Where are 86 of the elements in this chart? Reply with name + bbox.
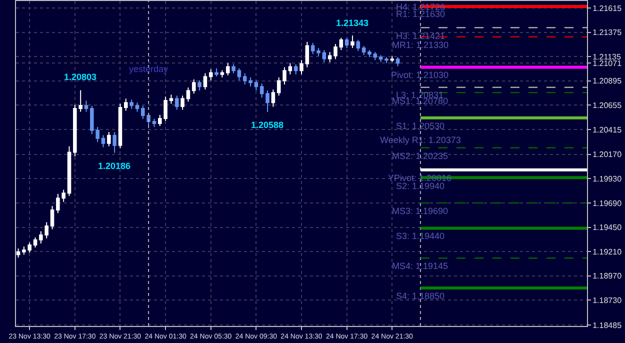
candlestick (282, 66, 286, 85)
candlestick (186, 86, 190, 102)
candlestick (362, 45, 366, 56)
candlestick (112, 132, 116, 154)
ref-line-label: MS2: 1.20235 (392, 151, 448, 161)
candlestick (373, 52, 378, 61)
y-tick-label: 1.20170 (592, 150, 622, 160)
candlestick (378, 54, 383, 63)
ref-line-label: S4: 1.18850 (396, 291, 445, 301)
candlestick (344, 37, 349, 48)
candlestick (118, 103, 122, 149)
ref-line-label: MR1: 1.21330 (392, 40, 449, 50)
annotation: Weekly R1: 1.20373 (380, 135, 461, 145)
candlestick (271, 89, 276, 108)
candlestick (294, 64, 298, 75)
candlestick (124, 98, 128, 112)
ref-line-label: yesterday (129, 64, 169, 74)
candlestick (328, 52, 332, 63)
y-tick-label: 1.20415 (592, 125, 622, 134)
candlestick (384, 56, 388, 64)
candlestick (169, 94, 174, 104)
ref-line-label: R1: 1.21630 (396, 9, 446, 19)
candlestick (67, 146, 72, 196)
candlestick (248, 76, 252, 87)
y-tick-label: 1.21135 (592, 52, 622, 62)
y-tick-label: 1.19210 (592, 247, 622, 256)
y-tick-label: 1.18485 (592, 320, 622, 330)
y-tick-label: 1.19930 (592, 174, 622, 184)
y-tick-label: 1.20655 (592, 101, 622, 110)
annotation: 1.20186 (98, 161, 131, 171)
y-tick-label: 1.19690 (592, 198, 622, 208)
candlestick (396, 56, 400, 67)
candlestick (84, 100, 88, 112)
ref-line-label: H3: 1.21421 (396, 31, 446, 41)
y-tick-label: 1.18970 (592, 272, 622, 281)
ref-line-label: MS3: 1.19690 (392, 206, 448, 216)
annotation: 1.20588 (251, 120, 284, 130)
annotation: 1.20803 (64, 72, 97, 82)
candlestick (130, 99, 134, 110)
ref-line-label: S1: 1.20530 (396, 121, 445, 131)
ref-line-label: S2: 1.19940 (396, 181, 445, 191)
candlestick (368, 50, 372, 58)
candlestick (300, 60, 304, 75)
y-tick-label: 1.20895 (592, 76, 622, 86)
candlestick (266, 90, 270, 112)
candlestick (203, 72, 208, 90)
annotation: 1.21343 (336, 18, 369, 28)
candlestick (276, 76, 281, 96)
candlestick (316, 47, 320, 57)
candlestick (214, 68, 218, 77)
candlestick (192, 78, 196, 94)
ref-line-label: MS4: 1.19145 (392, 261, 448, 271)
candlestick (322, 50, 326, 63)
candlestick (232, 64, 236, 74)
candlestick (350, 35, 354, 48)
candlestick (135, 102, 140, 112)
y-tick-label: 1.21071 (592, 58, 622, 68)
y-tick-label: 1.19450 (592, 223, 622, 232)
candlestick (356, 39, 360, 52)
candlestick (339, 37, 344, 51)
candlestick (16, 248, 20, 258)
candlestick (50, 205, 54, 230)
candlestick (198, 80, 202, 92)
candlestick (107, 132, 111, 147)
candlestick (390, 56, 394, 63)
candlestick (288, 62, 292, 75)
candlestick (305, 41, 310, 68)
candlestick (310, 42, 315, 55)
y-tick-label: 1.18730 (592, 296, 622, 305)
candlestick (242, 72, 247, 85)
candlestick (220, 70, 224, 78)
candlestick (334, 43, 338, 60)
ref-line-label: S3: 1.19440 (396, 231, 445, 241)
ref-line-label: Pivot: 1.21030 (391, 70, 449, 80)
candlestick (237, 68, 242, 81)
candlestick (174, 95, 179, 110)
candlestick (33, 236, 38, 248)
candlestick (208, 68, 213, 81)
candlestick (260, 82, 264, 98)
candlestick (254, 80, 258, 92)
candlestick (101, 134, 106, 148)
candlestick (226, 62, 230, 76)
candlestick (180, 95, 184, 110)
y-tick-label: 1.21375 (592, 28, 622, 38)
candlestick (152, 118, 156, 128)
y-tick-label: 1.21615 (592, 4, 622, 13)
